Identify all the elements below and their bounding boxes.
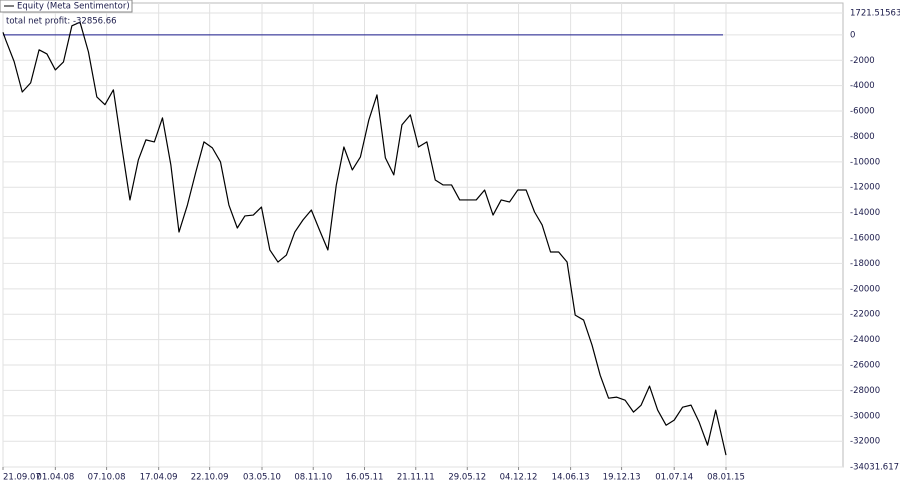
x-tick-label: 22.10.09 (191, 473, 229, 483)
x-tick-label: 14.06.13 (552, 473, 590, 483)
y-tick-label: -20000 (850, 284, 880, 294)
y-tick-label: -32000 (850, 437, 880, 447)
y-tick-label: -30000 (850, 411, 880, 421)
y-tick-label: 0 (850, 30, 855, 40)
y-tick-label: -12000 (850, 183, 880, 193)
x-tick-label: 19.12.13 (603, 473, 641, 483)
y-tick-label: -18000 (850, 259, 880, 269)
y-tick-label: -4000 (850, 81, 875, 91)
legend-label: Equity (Meta Sentimentor) (17, 2, 130, 12)
x-tick-label: 21.11.11 (397, 473, 435, 483)
x-tick-label: 17.04.09 (140, 473, 178, 483)
y-tick-label: -26000 (850, 361, 880, 371)
x-tick-label: 08.11.10 (294, 473, 332, 483)
y-tick-label: -8000 (850, 132, 875, 142)
y-tick-label: -34031.61719 (850, 463, 900, 473)
plot-area (2, 2, 844, 468)
y-tick-label: -2000 (850, 56, 875, 66)
y-tick-label: -10000 (850, 157, 880, 167)
y-tick-label: -22000 (850, 310, 880, 320)
y-tick-label: -6000 (850, 107, 875, 117)
y-tick-label: -16000 (850, 234, 880, 244)
y-tick-label: -28000 (850, 386, 880, 396)
x-tick-label: 01.07.14 (655, 473, 693, 483)
y-tick-label: 1721.51563 (850, 9, 900, 19)
x-tick-label: 08.01.15 (707, 473, 745, 483)
annotation: total net profit: -32856.66 (6, 17, 117, 27)
y-tick-label: -14000 (850, 208, 880, 218)
x-tick-label: 07.10.08 (88, 473, 126, 483)
x-tick-label: 16.05.11 (346, 473, 384, 483)
equity-line (2, 21, 727, 456)
x-tick-label: 29.05.12 (448, 473, 486, 483)
x-tick-label: 04.12.12 (500, 473, 538, 483)
x-tick-label: 21.09.07 (3, 473, 41, 483)
legend-box (0, 0, 133, 13)
x-tick-label: 03.05.10 (243, 473, 281, 483)
y-tick-label: -24000 (850, 335, 880, 345)
x-tick-label: 01.04.08 (36, 473, 74, 483)
